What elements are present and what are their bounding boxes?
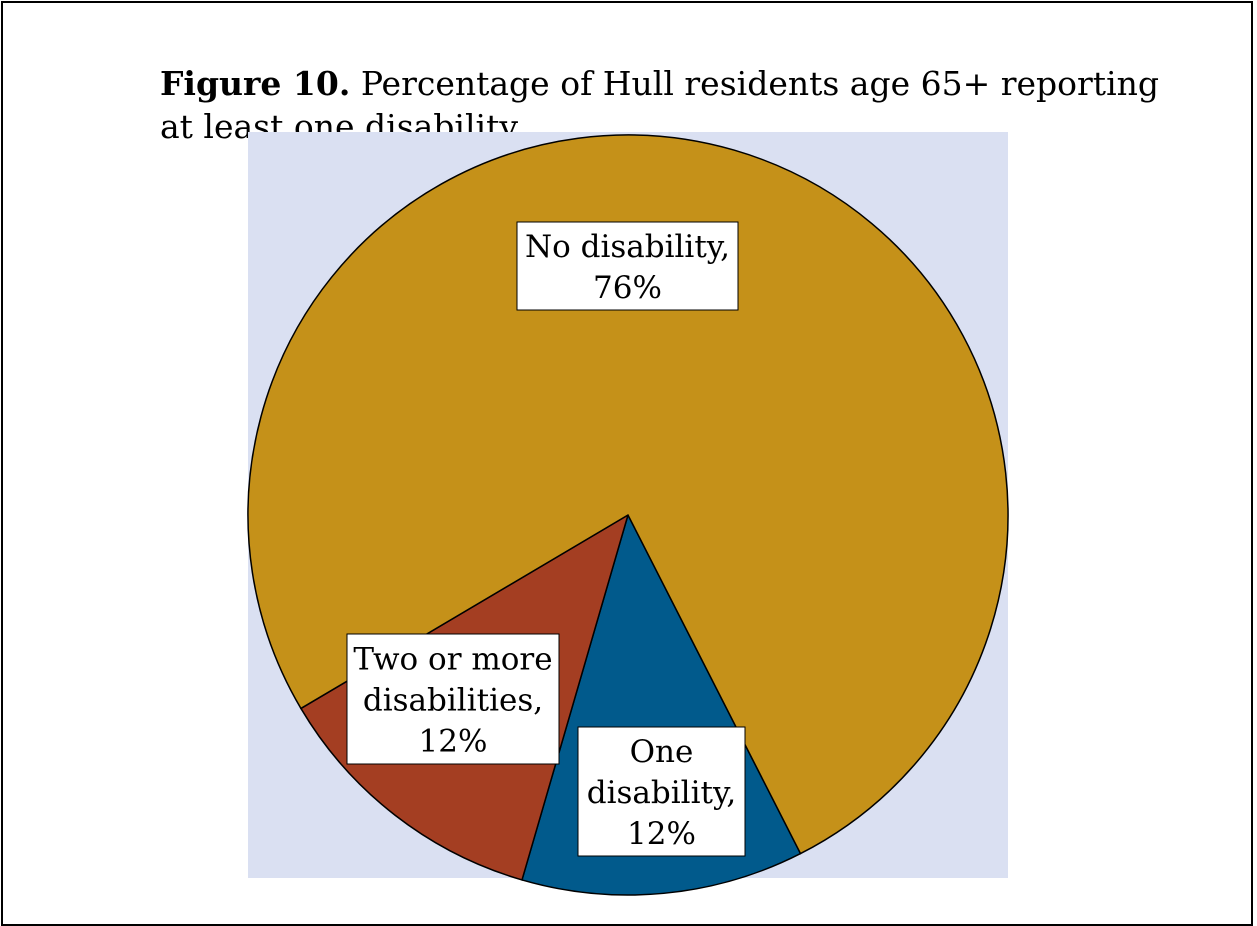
figure-number: Figure 10. bbox=[160, 64, 351, 103]
data-label-value: 76% bbox=[593, 270, 662, 306]
data-label-two-or-more-disabilities: Two or more disabilities, 12% bbox=[346, 633, 560, 765]
data-label-box bbox=[516, 221, 739, 311]
data-label-category: Two or more bbox=[353, 641, 552, 677]
data-label-box bbox=[346, 633, 560, 765]
data-label-category: No disability, bbox=[525, 229, 730, 265]
data-label-box bbox=[577, 726, 746, 857]
data-label-category: disabilities, bbox=[363, 682, 543, 718]
data-label-value: 12% bbox=[419, 723, 488, 759]
data-label-category: One bbox=[630, 734, 694, 770]
data-label-value: 12% bbox=[627, 816, 696, 852]
data-label-category: disability, bbox=[587, 775, 736, 811]
pie-slice-no-disability bbox=[247, 134, 1009, 855]
data-label-one-disability: One disability, 12% bbox=[577, 726, 746, 857]
data-label-no-disability: No disability, 76% bbox=[516, 221, 739, 311]
